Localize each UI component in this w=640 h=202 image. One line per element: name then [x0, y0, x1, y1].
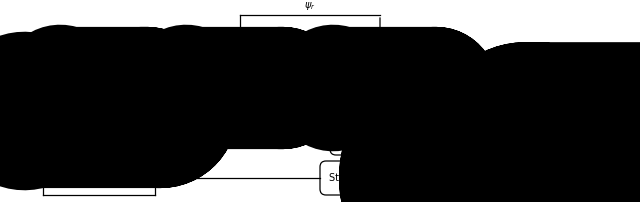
Text: High Level Planner: High Level Planner: [44, 83, 136, 93]
Text: State Estimation: State Estimation: [330, 173, 411, 183]
Text: $\boldsymbol{x}_r$: $\boldsymbol{x}_r$: [165, 72, 177, 84]
FancyBboxPatch shape: [505, 163, 595, 193]
FancyBboxPatch shape: [330, 65, 430, 111]
Text: Low Level Planner: Low Level Planner: [336, 83, 424, 93]
FancyBboxPatch shape: [320, 161, 420, 195]
Text: $\mathcal{S}$: $\mathcal{S}$: [227, 119, 236, 130]
Text: $\boldsymbol{u}$: $\boldsymbol{u}$: [299, 74, 307, 84]
FancyBboxPatch shape: [204, 65, 276, 111]
Text: Planar Segmentation: Planar Segmentation: [328, 133, 431, 143]
Text: $\dot{\psi}_r$: $\dot{\psi}_r$: [304, 0, 316, 13]
FancyBboxPatch shape: [505, 133, 595, 163]
FancyBboxPatch shape: [42, 65, 138, 111]
FancyBboxPatch shape: [477, 62, 543, 114]
Text: $\hat{\boldsymbol{x}}$: $\hat{\boldsymbol{x}}$: [30, 126, 39, 140]
Circle shape: [505, 83, 515, 93]
FancyBboxPatch shape: [330, 121, 430, 155]
Text: $+$: $+$: [472, 173, 481, 183]
Text: Gazebo: Gazebo: [532, 173, 568, 183]
Text: $[n_1,n_2,n_3,n_4]^\top$: $[n_1,n_2,n_3,n_4]^\top$: [419, 70, 488, 84]
Text: $\hat{\boldsymbol{x}},\boldsymbol{\sigma}$: $\hat{\boldsymbol{x}},\boldsymbol{\sigma…: [163, 159, 184, 174]
Text: Random Noise: Random Noise: [515, 143, 586, 153]
Text: $\mathcal{P}$: $\mathcal{P}$: [481, 122, 490, 134]
Text: NMPC: NMPC: [226, 83, 254, 93]
